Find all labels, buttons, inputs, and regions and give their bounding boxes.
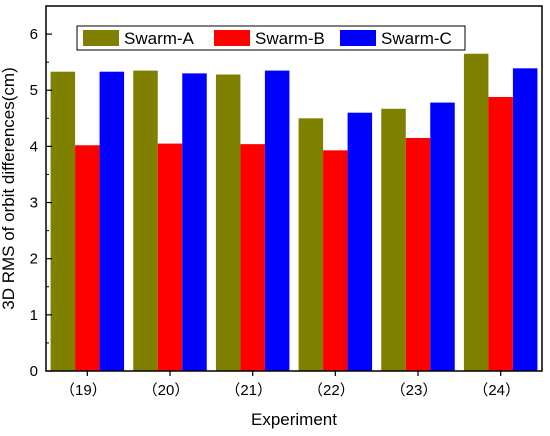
legend-label-swarm-b: Swarm-B [255, 29, 325, 48]
y-tick-label: 5 [30, 82, 38, 99]
legend-box [76, 25, 466, 51]
bar-swarm-b-5 [405, 137, 431, 371]
legend: Swarm-A Swarm-B Swarm-C [76, 25, 466, 51]
bars-group [50, 53, 538, 371]
bar-swarm-a-4 [298, 118, 324, 371]
bar-swarm-a-2 [133, 70, 158, 371]
bar-swarm-a-3 [215, 74, 241, 371]
y-tick-label: 2 [30, 251, 38, 268]
x-tick-label: （24） [473, 382, 520, 399]
y-tick-label: 3 [30, 195, 38, 212]
bar-swarm-c-5 [430, 102, 455, 371]
bar-swarm-b-1 [75, 145, 100, 371]
bar-swarm-b-6 [488, 96, 513, 371]
y-tick-label: 1 [30, 307, 38, 324]
legend-swatch-swarm-a [83, 30, 119, 46]
bar-swarm-b-2 [157, 143, 183, 371]
bar-swarm-c-3 [264, 70, 290, 371]
x-tick-label: （21） [225, 382, 272, 399]
x-tick-label: （22） [308, 382, 355, 399]
y-tick-label: 0 [30, 363, 38, 380]
bar-swarm-b-4 [323, 150, 348, 371]
bar-swarm-a-5 [381, 108, 406, 371]
legend-swatch-swarm-b [214, 30, 250, 46]
bar-swarm-c-6 [512, 68, 538, 371]
legend-label-swarm-c: Swarm-C [381, 29, 452, 48]
y-axis-title: 3D RMS of orbit differences(cm) [0, 67, 18, 309]
y-tick-label: 4 [30, 138, 38, 155]
x-tick-label: （19） [60, 382, 107, 399]
plot-frame [45, 5, 543, 372]
x-axis: （19） （20） （21） （22） （23） （24） [60, 371, 520, 399]
x-axis-title: Experiment [251, 410, 337, 429]
bar-swarm-a-1 [50, 71, 76, 371]
bar-swarm-b-3 [240, 144, 265, 371]
legend-label-swarm-a: Swarm-A [124, 29, 195, 48]
bar-swarm-c-2 [182, 73, 207, 371]
y-tick-label: 6 [30, 26, 38, 43]
bar-swarm-a-6 [463, 53, 489, 371]
bar-swarm-c-4 [347, 112, 373, 371]
legend-swatch-swarm-c [340, 30, 376, 46]
x-tick-label: （23） [391, 382, 438, 399]
x-tick-label: （20） [143, 382, 190, 399]
y-axis: 0 1 2 3 4 5 6 [30, 26, 52, 380]
bar-swarm-c-1 [99, 71, 125, 371]
